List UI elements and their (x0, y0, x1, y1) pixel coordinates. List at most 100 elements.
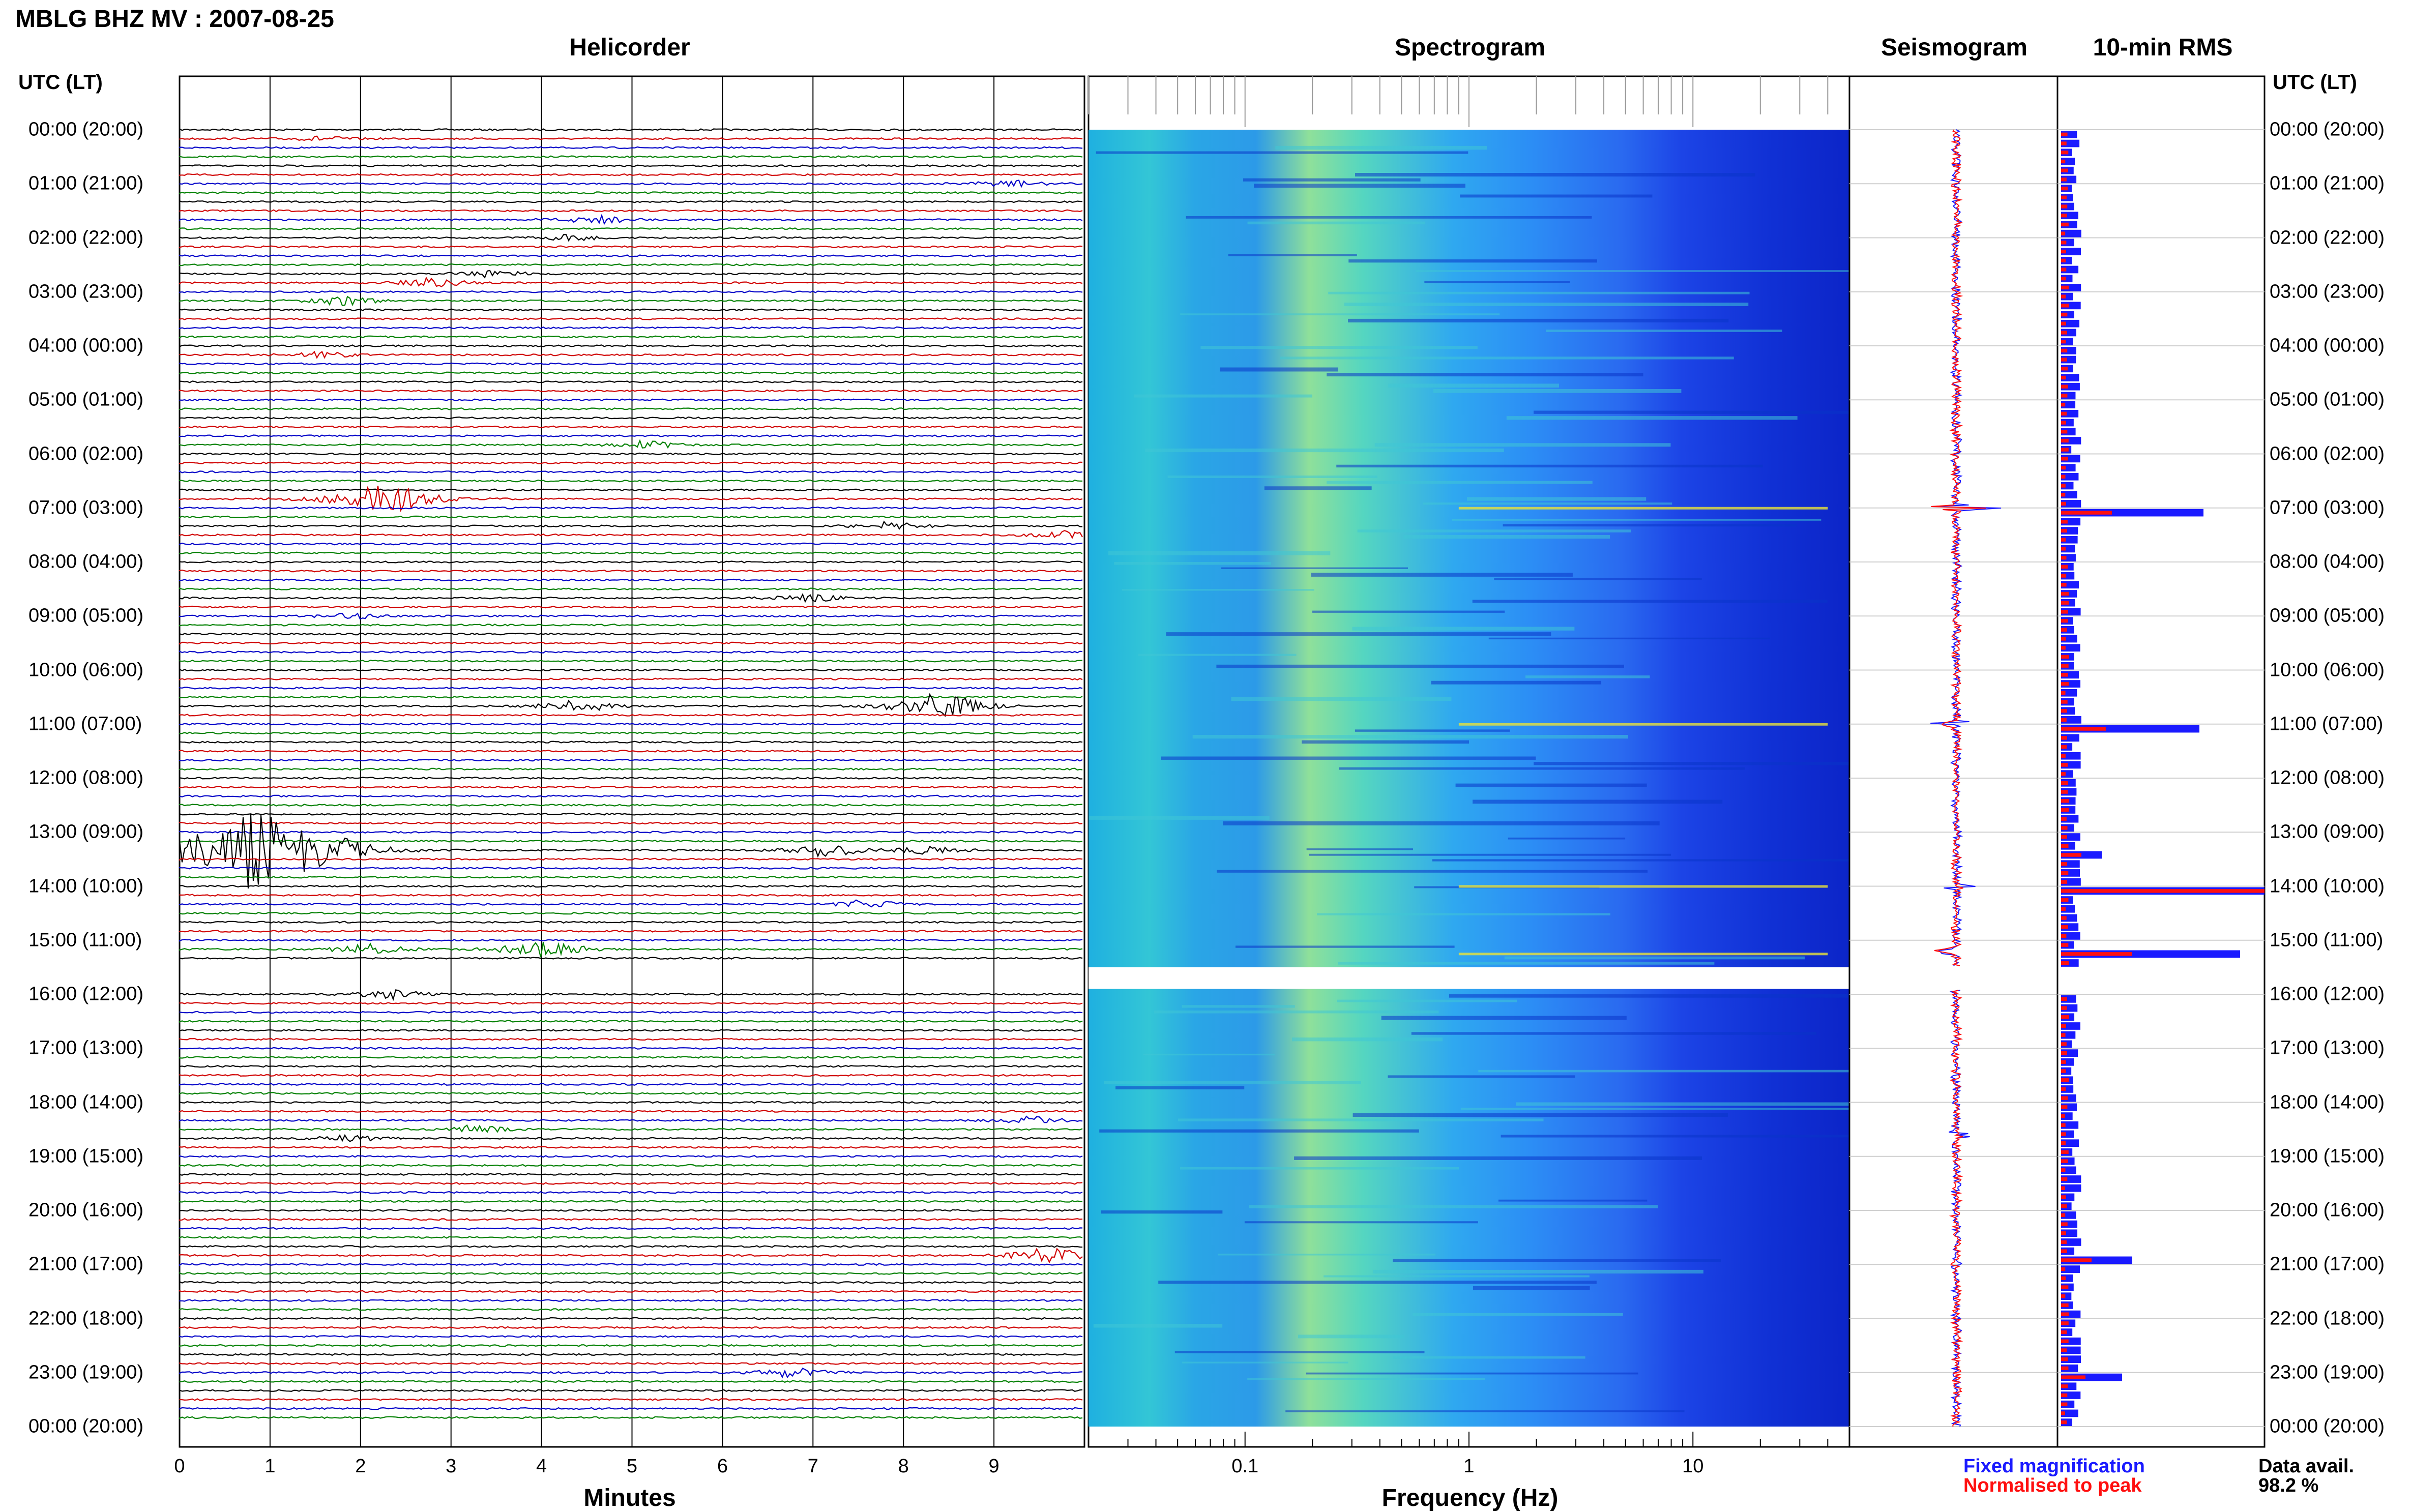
page-title: MBLG BHZ MV : 2007-08-25 (15, 6, 334, 33)
helicorder-trace (179, 767, 1083, 771)
helicorder-trace (179, 1308, 1083, 1311)
hour-label-right: 20:00 (16:00) (2270, 1199, 2385, 1221)
minute-tick-label: 1 (264, 1456, 276, 1477)
rms-bar-peak (2061, 186, 2068, 191)
helicorder-trace (179, 214, 1083, 225)
rms-bar-peak (2061, 1393, 2068, 1398)
rms-bar-peak (2061, 457, 2068, 461)
hour-label-left: 08:00 (04:00) (28, 551, 144, 573)
spectrogram-streak (1324, 1275, 1590, 1278)
helicorder-trace (179, 470, 1083, 473)
spectrogram-streak (1178, 1118, 1544, 1121)
spectrogram-panel (1087, 75, 1949, 1448)
hour-label-right: 03:00 (23:00) (2270, 281, 2385, 303)
hour-label-left: 21:00 (17:00) (28, 1253, 144, 1275)
helicorder-trace (179, 173, 1083, 176)
helicorder-trace (179, 1245, 1083, 1248)
spectrogram-streak (1455, 783, 1647, 787)
hour-label-left: 14:00 (10:00) (28, 875, 144, 897)
spectrogram-event-line (1458, 953, 1828, 956)
helicorder-trace (179, 551, 1083, 555)
rms-bar-peak (2061, 294, 2066, 299)
rms-bar-peak (2061, 1024, 2066, 1028)
spectrogram-streak (1503, 524, 1797, 527)
legend-normalised-to-peak: Normalised to peak (1963, 1475, 2142, 1496)
spectrogram-streak (1280, 357, 1734, 360)
helicorder-trace (179, 234, 1083, 242)
spectrogram-streak (1344, 303, 1749, 307)
helicorder-trace (179, 957, 1083, 960)
rms-bar-peak (2061, 1267, 2066, 1271)
rms-bar-peak (2061, 367, 2068, 371)
rms-bar-peak (2061, 421, 2066, 425)
rms-bar-peak (2061, 835, 2067, 839)
spectrogram-streak (1452, 519, 1821, 521)
rms-bar-peak (2061, 484, 2066, 488)
hour-label-left: 03:00 (23:00) (28, 281, 144, 303)
helicorder-trace (179, 1074, 1083, 1077)
rms-bar-peak (2061, 1114, 2066, 1118)
helicorder-trace (179, 884, 1083, 888)
spectrogram-streak (1096, 151, 1468, 154)
hour-label-right: 02:00 (22:00) (2270, 227, 2385, 248)
rms-bar-peak (2061, 934, 2067, 938)
helicorder-trace (179, 911, 1083, 915)
rms-bar-peak (2061, 1168, 2066, 1172)
helicorder-trace (179, 542, 1083, 546)
spectrogram-streak (1186, 216, 1592, 219)
helicorder-trace (179, 876, 1083, 879)
rms-bar-peak (2061, 925, 2068, 929)
rms-bar-peak (2061, 664, 2069, 668)
rms-bar-peak (2061, 583, 2067, 587)
helicorder-trace (179, 587, 1083, 590)
rms-bar-peak (2061, 655, 2069, 659)
spectrogram-streak (1473, 799, 1723, 804)
rms-bar-peak (2061, 1411, 2066, 1415)
rms-bar-peak (2061, 691, 2066, 695)
rms-bar-peak (2061, 826, 2068, 830)
rms-bar-peak (2061, 880, 2068, 884)
hour-label-left: 19:00 (15:00) (28, 1145, 144, 1167)
spectrogram-streak (1235, 945, 1455, 948)
rms-bar-peak (2061, 637, 2067, 641)
rms-bar-peak (2061, 898, 2069, 902)
helicorder-trace (179, 380, 1083, 383)
helicorder-trace (179, 1091, 1083, 1095)
helicorder-trace (179, 398, 1083, 402)
helicorder-trace (179, 641, 1083, 645)
rms-bar-peak (2061, 916, 2067, 920)
helicorder-trace (179, 1299, 1083, 1302)
helicorder-trace (179, 722, 1083, 726)
spectrogram-streak (1473, 1286, 1590, 1290)
spectrogram-streak (1355, 173, 1755, 177)
spectrogram-streak (1306, 1372, 1638, 1375)
spectrogram-streak (1424, 281, 1570, 283)
helicorder-trace (179, 1209, 1083, 1212)
minutes-axis-label: Minutes (583, 1485, 676, 1511)
helicorder-trace (179, 270, 1083, 279)
spectrogram-streak (1498, 1199, 1648, 1202)
helicorder-trace (179, 1134, 1083, 1142)
rms-bar-peak (2061, 1069, 2066, 1073)
helicorder-trace (179, 1191, 1083, 1194)
rms-bar-peak (2061, 249, 2067, 254)
rms-bar-peak (2061, 646, 2066, 650)
helicorder-trace (179, 1173, 1083, 1176)
rms-title: 10-min RMS (2093, 34, 2233, 61)
legend-fixed-magnification: Fixed magnification (1963, 1456, 2145, 1477)
helicorder-trace (179, 461, 1083, 464)
hour-label-right: 22:00 (18:00) (2270, 1308, 2385, 1329)
rms-bar-peak (2061, 628, 2067, 632)
helicorder-trace (179, 578, 1083, 582)
spectrogram-streak (1355, 729, 1510, 732)
rms-bar-peak (2061, 358, 2067, 362)
spectrogram-streak (1302, 740, 1469, 744)
hour-label-left: 22:00 (18:00) (28, 1308, 144, 1329)
rms-bar-peak (2061, 1402, 2068, 1406)
frequency-axis-label: Frequency (Hz) (1381, 1485, 1559, 1511)
helicorder-trace (179, 1115, 1083, 1123)
helicorder-title: Helicorder (569, 34, 690, 61)
helicorder-trace (179, 1200, 1083, 1203)
rms-bar-peak (2061, 817, 2067, 821)
